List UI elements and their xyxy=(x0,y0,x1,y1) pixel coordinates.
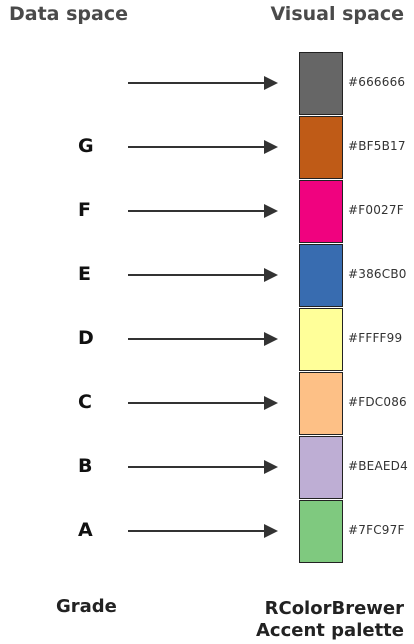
mapping-arrow xyxy=(128,76,278,90)
color-swatch xyxy=(299,436,343,499)
hex-code-label: #F0027F xyxy=(348,203,404,217)
mapping-arrow xyxy=(128,332,278,346)
hex-code-label: #7FC97F xyxy=(348,523,405,537)
grade-label: Grade xyxy=(56,596,117,617)
mapping-arrow xyxy=(128,268,278,282)
data-space-header: Data space xyxy=(9,3,128,25)
grade-label-f: F xyxy=(78,199,91,221)
grade-label-e: E xyxy=(78,263,91,285)
hex-code-label: #386CB0 xyxy=(348,267,407,281)
color-swatch xyxy=(299,372,343,435)
palette-label: RColorBrewer Accent palette xyxy=(256,598,404,642)
mapping-arrow xyxy=(128,204,278,218)
grade-label-a: A xyxy=(78,519,93,541)
hex-code-label: #FDC086 xyxy=(348,395,407,409)
hex-code-label: #BEAED4 xyxy=(348,459,408,473)
mapping-arrow xyxy=(128,140,278,154)
color-swatch xyxy=(299,180,343,243)
palette-label-line2: Accent palette xyxy=(256,620,404,641)
visual-space-header: Visual space xyxy=(270,3,404,25)
mapping-arrow xyxy=(128,460,278,474)
grade-label-g: G xyxy=(78,135,94,157)
hex-code-label: #666666 xyxy=(348,75,406,89)
grade-label-c: C xyxy=(78,391,92,413)
palette-label-line1: RColorBrewer xyxy=(264,598,404,619)
hex-code-label: #FFFF99 xyxy=(348,331,403,345)
color-swatch xyxy=(299,244,343,307)
grade-label-d: D xyxy=(78,327,94,349)
color-swatch xyxy=(299,116,343,179)
mapping-arrow xyxy=(128,524,278,538)
grade-label-b: B xyxy=(78,455,93,477)
mapping-arrow xyxy=(128,396,278,410)
color-swatch xyxy=(299,500,343,563)
color-swatch xyxy=(299,308,343,371)
color-swatch xyxy=(299,52,343,115)
hex-code-label: #BF5B17 xyxy=(348,139,406,153)
